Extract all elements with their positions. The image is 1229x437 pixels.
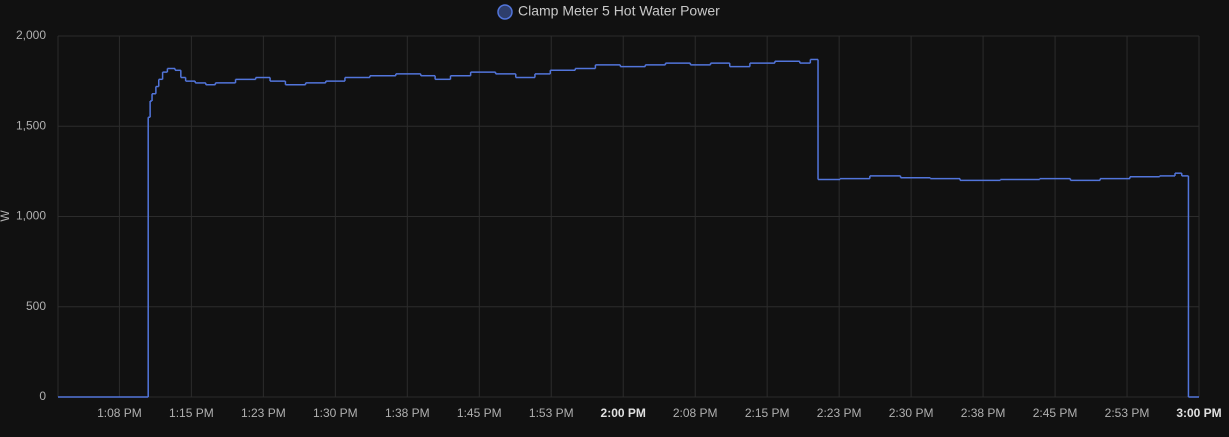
- x-tick-label: 2:45 PM: [1033, 406, 1078, 420]
- y-tick-label: 500: [26, 299, 46, 313]
- y-tick-label: 0: [39, 389, 46, 403]
- x-tick-label: 1:23 PM: [241, 406, 286, 420]
- step-riser: [147, 59, 1190, 397]
- x-tick-label: 1:38 PM: [385, 406, 430, 420]
- x-tick-label: 2:30 PM: [889, 406, 934, 420]
- x-tick-label: 2:23 PM: [817, 406, 862, 420]
- y-axis-label: W: [0, 210, 12, 222]
- x-tick-label: 2:08 PM: [673, 406, 718, 420]
- x-tick-label: 2:38 PM: [961, 406, 1006, 420]
- x-tick-label: 2:15 PM: [745, 406, 790, 420]
- x-tick-label: 1:30 PM: [313, 406, 358, 420]
- y-tick-label: 1,500: [16, 118, 46, 132]
- x-tick-label: 1:45 PM: [457, 406, 502, 420]
- x-tick-label: 2:00 PM: [601, 406, 646, 420]
- x-tick-label: 3:00 PM: [1176, 406, 1221, 420]
- legend-marker[interactable]: [497, 4, 513, 20]
- x-tick-label: 2:53 PM: [1105, 406, 1150, 420]
- y-tick-label: 1,000: [16, 209, 46, 223]
- x-tick-label: 1:08 PM: [97, 406, 142, 420]
- x-tick-label: 1:53 PM: [529, 406, 574, 420]
- y-tick-label: 2,000: [16, 28, 46, 42]
- legend-label[interactable]: Clamp Meter 5 Hot Water Power: [518, 3, 720, 19]
- x-tick-label: 1:15 PM: [169, 406, 214, 420]
